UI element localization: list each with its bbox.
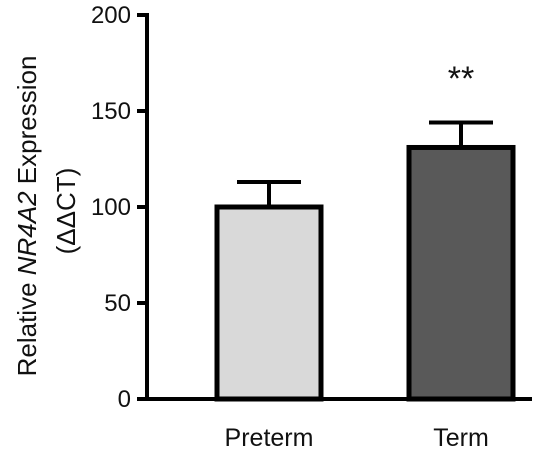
y-tick-label-150: 150 — [91, 98, 131, 125]
bar-term — [406, 144, 516, 402]
y-axis-label-line1: Relative NR4A2 Expression — [12, 56, 42, 377]
y-axis-title: Relative NR4A2 Expression (ΔΔCT) — [12, 56, 81, 377]
y-axis-label-prefix: Relative — [12, 275, 42, 376]
x-tick-label-preterm: Preterm — [225, 424, 314, 451]
y-axis-label-line2: (ΔΔCT) — [51, 168, 81, 255]
y-axis-label-suffix: Expression — [12, 56, 42, 192]
plot-area: Preterm Term ** 0 50 100 150 200 — [91, 2, 532, 451]
y-tick-label-200: 200 — [91, 2, 131, 29]
y-tick-label-100: 100 — [91, 194, 131, 221]
y-tick-label-50: 50 — [104, 290, 131, 317]
y-tick-label-0: 0 — [118, 386, 131, 413]
bar-preterm — [214, 204, 324, 402]
x-tick-label-term: Term — [433, 424, 489, 451]
significance-marker: ** — [448, 60, 474, 98]
y-axis-label-gene: NR4A2 — [12, 191, 42, 275]
